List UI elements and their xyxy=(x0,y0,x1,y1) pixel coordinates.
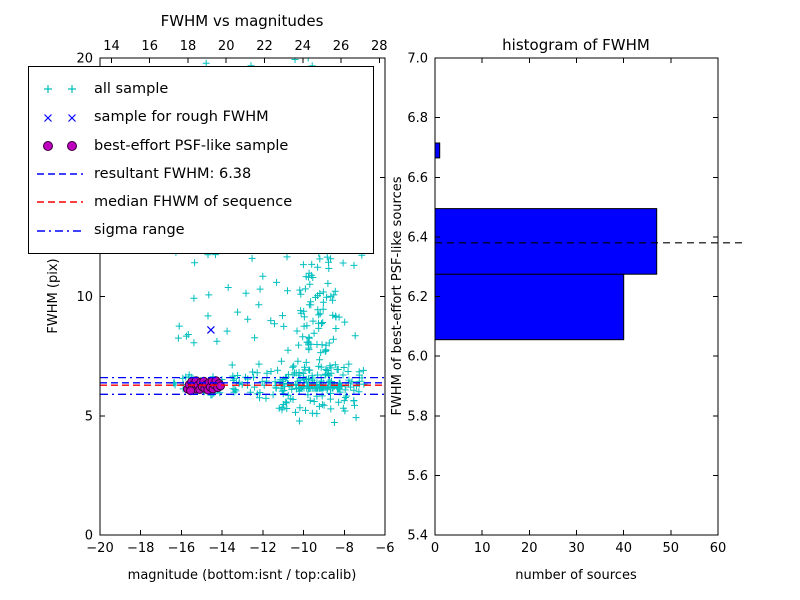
tick-label: 5.6 xyxy=(407,469,428,484)
legend: all sample sample for rough FWHM best-ef… xyxy=(28,66,374,254)
tick-label: 10 xyxy=(76,290,93,305)
tick-label: 6.0 xyxy=(407,350,428,365)
tick-label: 28 xyxy=(371,39,388,54)
tick-label: 18 xyxy=(180,39,197,54)
left-plot-title: FWHM vs magnitudes xyxy=(161,12,324,30)
legend-item-psf-like-sample: best-effort PSF-like sample xyxy=(35,137,367,155)
histogram-bar xyxy=(434,273,625,341)
tick-label: 6.8 xyxy=(407,111,428,126)
left-yaxis-label: FWHM (pix) xyxy=(46,258,61,333)
tick-label: 6.6 xyxy=(407,171,428,186)
tick-label: 16 xyxy=(141,39,158,54)
legend-marker-glyph xyxy=(43,140,53,151)
right-xaxis-label: number of sources xyxy=(515,568,637,583)
psf-sample-point xyxy=(216,381,225,391)
tick-label: 7.0 xyxy=(407,52,428,67)
right-plot-title: histogram of FWHM xyxy=(502,36,650,54)
tick-label: 30 xyxy=(568,541,585,556)
left-xaxis-label: magnitude (bottom:isnt / top:calib) xyxy=(128,568,357,583)
tick-label: 20 xyxy=(521,541,538,556)
legend-item-label: resultant FWHM: 6.38 xyxy=(94,165,252,182)
legend-marker-glyph xyxy=(44,85,52,94)
legend-item-rough-fwhm-sample: sample for rough FWHM xyxy=(35,109,367,127)
legend-item-label: all sample xyxy=(94,81,169,98)
tick-label: 6.4 xyxy=(407,230,428,245)
cross-marker-icon xyxy=(44,113,76,122)
legend-marker-glyph xyxy=(44,113,52,122)
tick-label: −8 xyxy=(335,541,354,556)
tick-label: 60 xyxy=(710,541,727,556)
legend-item-label: median FHWM of sequence xyxy=(94,194,293,211)
tick-label: 20 xyxy=(76,52,93,67)
legend-item-label: sample for rough FWHM xyxy=(94,109,269,126)
circle-marker-icon xyxy=(43,140,77,151)
tick-label: 10 xyxy=(474,541,491,556)
legend-item-label: sigma range xyxy=(94,222,185,239)
plus-marker-icon xyxy=(44,85,76,94)
legend-item-label: best-effort PSF-like sample xyxy=(94,137,289,154)
red-dashed-line-icon xyxy=(37,201,83,204)
tick-label: 5.4 xyxy=(407,529,428,544)
right-yaxis-label: FWHM of best-effort PSF-like sources xyxy=(390,176,405,415)
legend-marker-glyph xyxy=(68,85,76,94)
tick-label: −18 xyxy=(127,541,154,556)
right-axes-border xyxy=(434,57,719,536)
tick-label: −6 xyxy=(375,541,394,556)
tick-label: 24 xyxy=(295,39,312,54)
tick-label: 5 xyxy=(85,409,93,424)
tick-label: 20 xyxy=(218,39,235,54)
tick-label: −12 xyxy=(249,541,276,556)
dashdot-line-icon xyxy=(37,229,83,232)
left-axes-border xyxy=(99,57,386,536)
tick-label: 0 xyxy=(85,529,93,544)
tick-label: 14 xyxy=(103,39,120,54)
histogram-bar xyxy=(434,142,441,159)
histogram-bar xyxy=(434,208,658,275)
tick-label: 50 xyxy=(663,541,680,556)
blue-dashed-line-icon xyxy=(37,173,83,175)
tick-label: 6.2 xyxy=(407,290,428,305)
tick-label: −16 xyxy=(168,541,195,556)
tick-label: −20 xyxy=(86,541,113,556)
tick-label: 0 xyxy=(431,541,439,556)
legend-item-median-fhwm: median FHWM of sequence xyxy=(35,193,367,211)
tick-label: 26 xyxy=(333,39,350,54)
legend-item-sigma-range: sigma range xyxy=(35,222,367,240)
tick-label: 22 xyxy=(256,39,273,54)
tick-label: 40 xyxy=(615,541,632,556)
plot-generated-layer: −20 −18 −16 −14 −12 −10 −8 −614 16 18 20 22 24 26 2805… xyxy=(76,39,746,556)
legend-marker-glyph xyxy=(68,113,76,122)
legend-item-resultant-fwhm: resultant FWHM: 6.38 xyxy=(35,165,367,183)
psf-sample-point xyxy=(186,386,196,396)
tick-label: 5.8 xyxy=(407,409,428,424)
tick-label: −14 xyxy=(208,541,235,556)
legend-item-all-sample: all sample xyxy=(35,80,367,98)
legend-marker-glyph xyxy=(67,140,77,151)
tick-label: −10 xyxy=(290,541,317,556)
